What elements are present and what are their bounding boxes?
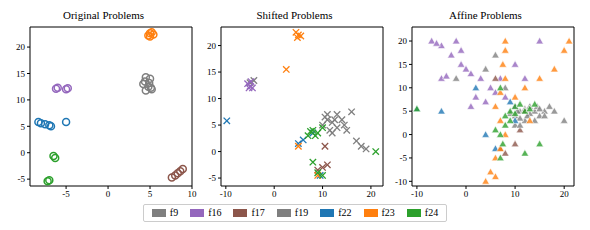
svg-text:0: 0 — [106, 189, 111, 199]
svg-text:15: 15 — [398, 60, 408, 70]
html-text:f22: f22 — [338, 207, 352, 218]
svg-text:10: 10 — [207, 94, 217, 104]
svg-text:10: 10 — [318, 189, 328, 199]
svg-text:0: 0 — [464, 189, 469, 199]
svg-text:10: 10 — [398, 83, 408, 93]
svg-text:15: 15 — [207, 67, 217, 77]
svg-text:0: 0 — [272, 189, 277, 199]
svg-text:5: 5 — [212, 120, 217, 130]
svg-text:-10: -10 — [411, 189, 423, 199]
svg-text:15: 15 — [16, 69, 26, 79]
svg-text:20: 20 — [560, 189, 570, 199]
html-text:Shifted Problems: Shifted Problems — [256, 9, 333, 21]
svg-text:-10: -10 — [220, 189, 232, 199]
svg-text:-5: -5 — [400, 153, 408, 163]
html-text:f23: f23 — [381, 207, 395, 218]
svg-text:0: 0 — [403, 130, 408, 140]
svg-text:0: 0 — [212, 147, 217, 157]
svg-text:20: 20 — [207, 41, 217, 51]
html-text:f19: f19 — [294, 207, 309, 218]
html-text:f24: f24 — [424, 207, 439, 218]
html-text:f17: f17 — [251, 207, 265, 218]
svg-text:20: 20 — [398, 36, 408, 46]
html-text:f16: f16 — [208, 207, 222, 218]
svg-text:10: 10 — [511, 189, 521, 199]
svg-text:-5: -5 — [62, 189, 70, 199]
svg-text:20: 20 — [16, 42, 26, 52]
svg-text:20: 20 — [366, 189, 376, 199]
svg-text:5: 5 — [21, 122, 26, 132]
svg-text:-10: -10 — [395, 177, 407, 187]
svg-text:-5: -5 — [18, 174, 26, 184]
svg-text:10: 10 — [16, 95, 26, 105]
svg-text:-5: -5 — [209, 173, 217, 183]
svg-text:5: 5 — [403, 106, 408, 116]
html-text:f9: f9 — [169, 207, 179, 218]
svg-text:10: 10 — [188, 189, 198, 199]
html-text:Affine Problems: Affine Problems — [449, 9, 522, 21]
svg-text:5: 5 — [148, 189, 153, 199]
html-text:Original Problems: Original Problems — [63, 9, 144, 21]
svg-text:0: 0 — [21, 148, 26, 158]
